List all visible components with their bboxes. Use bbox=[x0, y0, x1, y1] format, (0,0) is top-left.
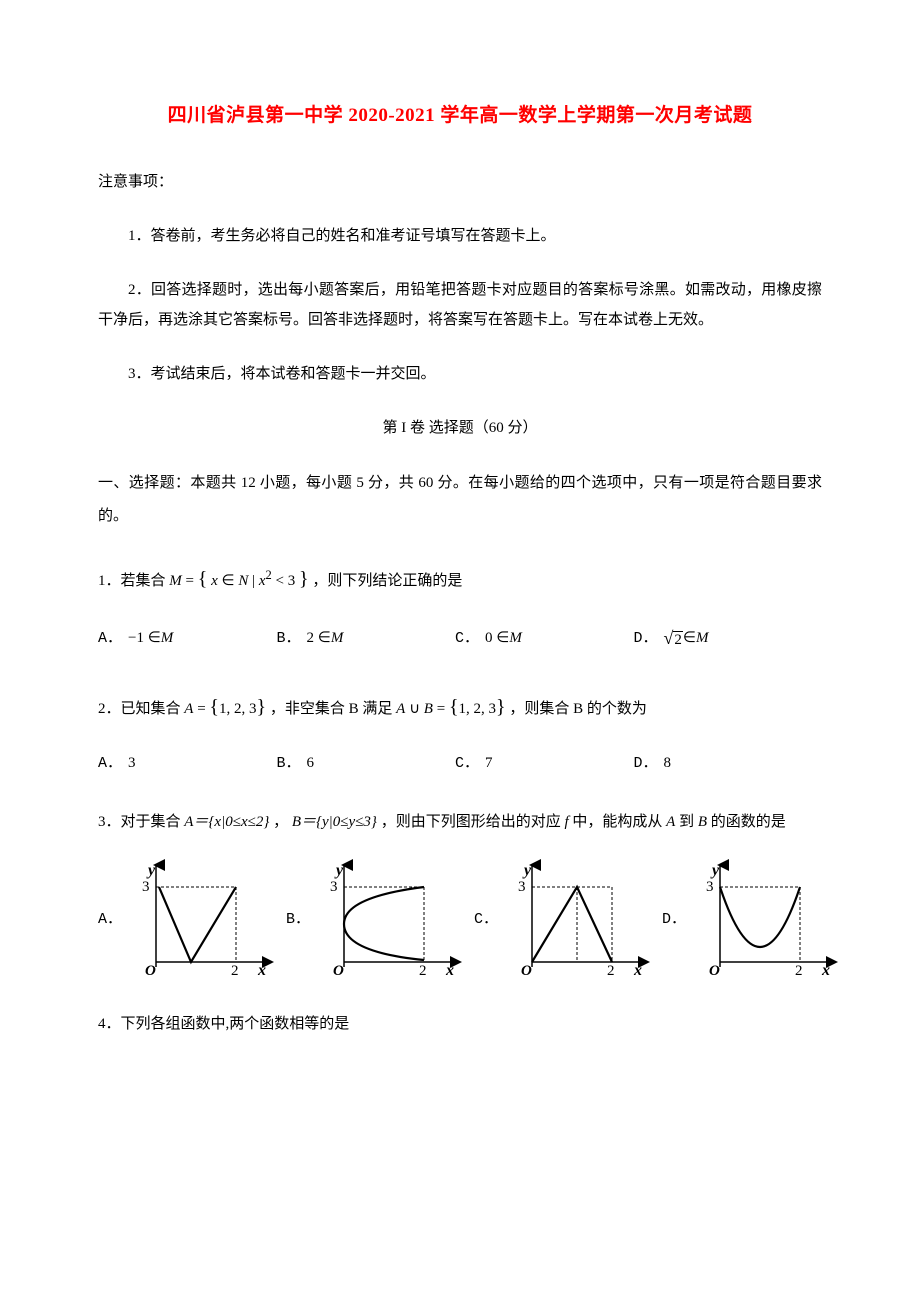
graph-d-svg: y 3 O 2 x bbox=[690, 857, 840, 982]
svg-text:O: O bbox=[333, 963, 344, 979]
q3-B: B bbox=[698, 814, 707, 830]
svg-text:y: y bbox=[710, 862, 720, 879]
q2-prefix: 2．已知集合 bbox=[98, 701, 184, 717]
svg-text:3: 3 bbox=[142, 879, 150, 895]
q3-graphs: A． y 3 bbox=[98, 857, 822, 982]
svg-text:y: y bbox=[146, 862, 156, 879]
q3-A: A bbox=[666, 814, 675, 830]
svg-text:2: 2 bbox=[231, 963, 239, 979]
q2-opt-d-val: 8 bbox=[664, 747, 672, 780]
q2-mid: ，非空集合 B 满足 bbox=[270, 701, 396, 717]
q3-t6: 的函数的是 bbox=[711, 814, 786, 830]
q1-option-d: D． 2 ∈ M bbox=[634, 619, 813, 659]
q4-text: 4．下列各组函数中,两个函数相等的是 bbox=[98, 1016, 349, 1032]
q2-setA: A bbox=[184, 701, 193, 717]
svg-text:x: x bbox=[257, 962, 266, 979]
option-label-d: D． bbox=[634, 622, 658, 655]
q1-opt-a-val: −1 ∈ bbox=[128, 622, 161, 655]
q2-setA-val: 1, 2, 3 bbox=[219, 701, 257, 717]
q1-eq: = bbox=[186, 573, 198, 589]
svg-text:2: 2 bbox=[607, 963, 615, 979]
graph-b-svg: y 3 O 2 x bbox=[314, 857, 464, 982]
notice-1: 1．答卷前，考生务必将自己的姓名和准考证号填写在答题卡上。 bbox=[98, 221, 822, 251]
q2-union-val: 1, 2, 3 bbox=[459, 701, 497, 717]
q2-opt-c-val: 7 bbox=[485, 747, 493, 780]
q3-f: f bbox=[564, 814, 568, 830]
q2-option-a: A． 3 bbox=[98, 747, 277, 780]
q1-lbrace: { bbox=[198, 568, 208, 590]
q1-cond: < 3 bbox=[276, 573, 296, 589]
q2-option-d: D． 8 bbox=[634, 747, 813, 780]
q2-opt-b-val: 6 bbox=[307, 747, 315, 780]
section-intro: 一、选择题：本题共 12 小题，每小题 5 分，共 60 分。在每小题给的四个选… bbox=[98, 467, 822, 533]
q2-options: A． 3 B． 6 C． 7 D． 8 bbox=[98, 747, 822, 780]
svg-text:3: 3 bbox=[706, 879, 714, 895]
sqrt-icon: 2 bbox=[664, 619, 683, 659]
svg-text:O: O bbox=[145, 963, 156, 979]
question-4: 4．下列各组函数中,两个函数相等的是 bbox=[98, 1008, 822, 1041]
notice-2: 2．回答选择题时，选出每小题答案后，用铅笔把答题卡对应题目的答案标号涂黑。如需改… bbox=[98, 275, 822, 335]
q3-t3: ，则由下列图形给出的对应 bbox=[381, 814, 565, 830]
q3-t5: 到 bbox=[679, 814, 698, 830]
svg-text:x: x bbox=[821, 962, 830, 979]
option-label-c: C． bbox=[455, 622, 479, 655]
q3-t1: 3．对于集合 bbox=[98, 814, 184, 830]
q1-suffix: ，则下列结论正确的是 bbox=[312, 573, 462, 589]
q2-suffix: ，则集合 B 的个数为 bbox=[509, 701, 647, 717]
exam-title: 四川省泸县第一中学 2020-2021 学年高一数学上学期第一次月考试题 bbox=[98, 100, 822, 127]
svg-text:2: 2 bbox=[795, 963, 803, 979]
q3-graph-b: B． y 3 O 2 x bbox=[286, 857, 464, 982]
section-header: 第 I 卷 选择题（60 分） bbox=[98, 413, 822, 443]
q1-opt-b-val: 2 ∈ bbox=[307, 622, 331, 655]
question-1: 1．若集合 M = { x ∈ N | x2 < 3 } ，则下列结论正确的是 … bbox=[98, 557, 822, 659]
q1-option-b: B． 2 ∈ M bbox=[277, 619, 456, 659]
q1-option-a: A． −1 ∈ M bbox=[98, 619, 277, 659]
svg-text:O: O bbox=[521, 963, 532, 979]
q1-opt-d-rel: ∈ bbox=[683, 622, 696, 655]
q2-opt-a-val: 3 bbox=[128, 747, 136, 780]
q3-t2: ， bbox=[273, 814, 288, 830]
q1-set-body: x bbox=[211, 573, 218, 589]
q1-set-var: M bbox=[169, 573, 182, 589]
svg-text:2: 2 bbox=[419, 963, 427, 979]
graph-a-svg: y 3 O 2 x bbox=[126, 857, 276, 982]
svg-text:O: O bbox=[709, 963, 720, 979]
q3-graph-d: D． y 3 O 2 x bbox=[662, 857, 840, 982]
q1-options: A． −1 ∈ M B． 2 ∈ M C． 0 ∈ M D． 2 ∈ M bbox=[98, 619, 822, 659]
q3-graph-c: C． y 3 O 2 x bbox=[474, 857, 652, 982]
question-2: 2．已知集合 A = {1, 2, 3} ，非空集合 B 满足 A ∪ B = … bbox=[98, 685, 822, 780]
svg-text:3: 3 bbox=[518, 879, 526, 895]
notice-heading: 注意事项： bbox=[98, 167, 822, 197]
graph-c-svg: y 3 O 2 x bbox=[502, 857, 652, 982]
q1-prefix: 1．若集合 bbox=[98, 573, 169, 589]
q3-t4: 中，能构成从 bbox=[572, 814, 666, 830]
q1-sup: 2 bbox=[266, 568, 272, 582]
notice-3: 3．考试结束后，将本试卷和答题卡一并交回。 bbox=[98, 359, 822, 389]
q2-option-c: C． 7 bbox=[455, 747, 634, 780]
q1-option-c: C． 0 ∈ M bbox=[455, 619, 634, 659]
option-label-b: B． bbox=[277, 622, 301, 655]
q1-rbrace: } bbox=[299, 568, 309, 590]
q2-option-b: B． 6 bbox=[277, 747, 456, 780]
svg-text:x: x bbox=[633, 962, 642, 979]
question-3: 3．对于集合 A＝{x|0≤x≤2} ， B＝{y|0≤y≤3} ，则由下列图形… bbox=[98, 806, 822, 982]
svg-text:y: y bbox=[522, 862, 532, 879]
svg-text:x: x bbox=[445, 962, 454, 979]
q3-setA: A＝{x|0≤x≤2} bbox=[184, 814, 269, 830]
svg-text:y: y bbox=[334, 862, 344, 879]
q1-opt-c-val: 0 ∈ bbox=[485, 622, 509, 655]
q3-graph-a: A． y 3 bbox=[98, 857, 276, 982]
svg-text:3: 3 bbox=[330, 879, 338, 895]
option-label-a: A． bbox=[98, 622, 122, 655]
q3-setB: B＝{y|0≤y≤3} bbox=[292, 814, 377, 830]
